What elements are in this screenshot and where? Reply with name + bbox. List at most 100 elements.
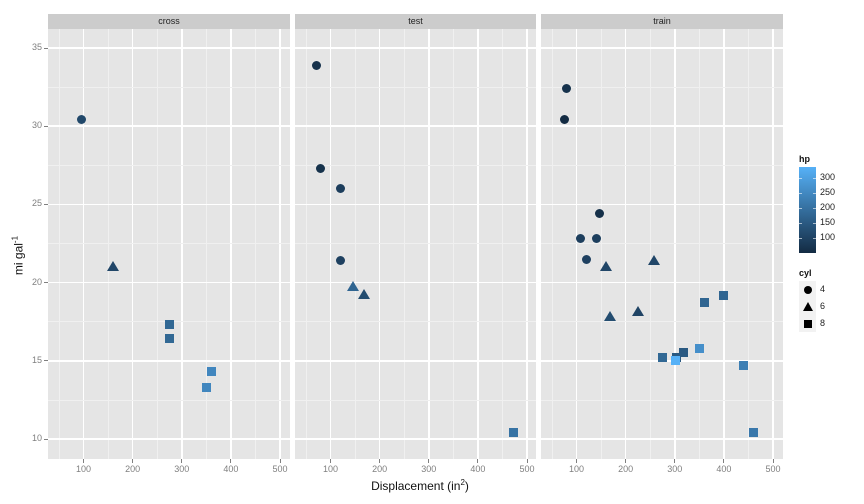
data-point-circle	[76, 115, 86, 125]
minor-gridline-x	[600, 29, 602, 459]
x-tick	[674, 459, 676, 463]
major-gridline-x	[624, 29, 627, 459]
x-tick-label: 500	[272, 464, 288, 474]
major-gridline-y	[295, 203, 536, 206]
data-point-square	[670, 356, 680, 366]
x-tick-label: 100	[322, 464, 339, 474]
data-point-triangle	[599, 260, 612, 271]
data-point-square	[748, 428, 758, 438]
minor-gridline-y	[541, 86, 783, 88]
data-point-square	[165, 320, 175, 330]
colorbar-label: 300	[820, 171, 836, 182]
y-tick-label: 30	[31, 120, 42, 131]
data-point-circle	[335, 184, 345, 194]
data-point-circle	[581, 254, 591, 264]
major-gridline-x	[772, 29, 774, 459]
data-point-square	[739, 360, 749, 370]
minor-gridline-y	[48, 243, 290, 244]
data-point-square	[206, 367, 216, 377]
major-gridline-y	[48, 125, 290, 127]
data-point-square	[699, 298, 709, 308]
data-point-square	[658, 353, 668, 363]
x-tick	[83, 459, 84, 463]
x-tick	[132, 459, 134, 463]
major-gridline-y	[295, 47, 536, 49]
data-point-square	[202, 382, 212, 392]
major-gridline-y	[541, 125, 783, 127]
major-gridline-x	[723, 29, 725, 459]
y-tick-label: 25	[31, 198, 42, 209]
minor-gridline-x	[748, 29, 749, 459]
major-gridline-y	[48, 281, 290, 284]
x-tick	[279, 459, 281, 463]
data-point-triangle	[631, 306, 644, 317]
minor-gridline-x	[156, 29, 158, 459]
legend-label-4: 4	[820, 284, 826, 294]
x-tick-label: 100	[75, 464, 92, 474]
minor-gridline-x	[452, 29, 454, 459]
hp-colorbar	[799, 167, 816, 253]
data-point-triangle	[106, 260, 119, 271]
x-tick-label: 500	[765, 464, 781, 474]
x-tick	[477, 459, 479, 463]
x-tick	[526, 459, 528, 463]
major-gridline-y	[48, 438, 290, 440]
facet-panel-test	[295, 29, 536, 459]
data-point-triangle	[346, 281, 359, 292]
minor-gridline-y	[295, 399, 536, 401]
minor-gridline-x	[649, 29, 651, 459]
major-gridline-x	[279, 29, 281, 459]
major-gridline-x	[82, 29, 85, 459]
x-tick	[181, 459, 183, 463]
x-tick-label: 200	[125, 464, 141, 474]
minor-gridline-x	[58, 29, 60, 459]
major-gridline-y	[295, 438, 536, 440]
facet-panel-train	[541, 29, 783, 459]
minor-gridline-x	[403, 29, 405, 459]
minor-gridline-y	[48, 164, 290, 166]
data-point-square	[719, 290, 729, 300]
minor-gridline-x	[305, 29, 307, 459]
x-axis-title: Displacement (in2)	[371, 478, 469, 493]
major-gridline-y	[48, 203, 290, 206]
x-tick-label: 200	[372, 464, 388, 474]
data-point-triangle	[603, 311, 616, 321]
major-gridline-y	[48, 47, 290, 49]
x-tick-label: 500	[519, 464, 535, 474]
x-tick-label: 400	[223, 464, 239, 474]
x-tick-label: 200	[618, 464, 634, 474]
data-point-square	[679, 348, 689, 358]
y-tick-label: 35	[31, 42, 42, 52]
major-gridline-x	[477, 29, 479, 459]
y-tick-label: 15	[31, 354, 42, 365]
data-point-square	[508, 428, 518, 438]
legend-hp-title: hp	[799, 154, 810, 164]
major-gridline-x	[378, 29, 381, 459]
major-gridline-x	[329, 29, 332, 459]
major-gridline-y	[541, 438, 783, 440]
minor-gridline-y	[541, 164, 783, 166]
minor-gridline-y	[295, 243, 536, 244]
legend-key-4	[799, 281, 816, 298]
major-gridline-x	[230, 29, 232, 459]
facet-strip-train: train	[541, 14, 783, 29]
major-gridline-y	[295, 125, 536, 127]
colorbar-label: 200	[820, 202, 836, 213]
x-tick-label: 100	[568, 464, 585, 474]
data-point-circle	[311, 60, 321, 70]
legend-key-8	[799, 315, 816, 332]
minor-gridline-x	[205, 29, 207, 459]
major-gridline-x	[575, 29, 578, 459]
major-gridline-y	[541, 203, 783, 206]
minor-gridline-y	[295, 164, 536, 166]
data-point-triangle	[357, 289, 370, 300]
facet-strip-cross: cross	[48, 14, 290, 29]
minor-gridline-y	[48, 399, 290, 401]
y-tick-label: 10	[31, 433, 42, 443]
major-gridline-x	[427, 29, 430, 459]
colorbar-label: 250	[820, 186, 836, 197]
major-gridline-x	[131, 29, 134, 459]
circle-icon	[803, 285, 812, 294]
x-tick	[625, 459, 627, 463]
major-gridline-y	[541, 47, 783, 49]
